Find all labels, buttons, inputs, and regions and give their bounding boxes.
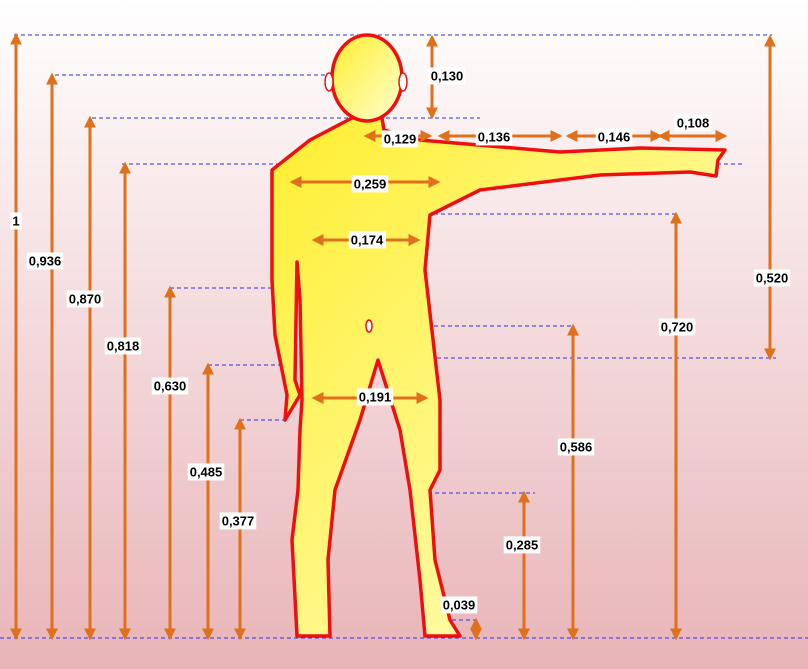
measure-label: 0,377 <box>222 513 255 528</box>
label-box <box>219 512 257 530</box>
measure-label: 0,485 <box>190 464 223 479</box>
measure-label: 0,630 <box>154 378 187 393</box>
label-box <box>348 231 387 249</box>
label-box <box>356 388 394 406</box>
measure-label: 0,146 <box>598 129 631 144</box>
label-box <box>10 212 22 230</box>
measure-label: 0,174 <box>351 232 384 247</box>
measure-label: 0,720 <box>661 319 694 334</box>
label-box <box>753 269 791 287</box>
measure-label: 0,520 <box>756 270 789 285</box>
label-box <box>26 252 64 270</box>
label-box <box>595 128 633 146</box>
label-box <box>440 596 478 614</box>
label-box <box>428 67 466 85</box>
measure-label: 1 <box>12 213 19 228</box>
measure-label: 0,259 <box>354 176 387 191</box>
label-box <box>151 377 189 395</box>
label-box <box>187 463 225 481</box>
measure-label: 0,818 <box>107 338 140 353</box>
measure-label: 0,191 <box>359 389 392 404</box>
label-box <box>658 318 696 336</box>
measure-label: 0,936 <box>29 253 62 268</box>
measure-label: 0,136 <box>478 129 511 144</box>
label-box <box>104 337 142 355</box>
labels: 1 0,936 0,870 0,818 0,630 0,485 0,377 0,586 0,72… <box>10 67 791 614</box>
label-box <box>66 290 104 308</box>
measure-label: 0,108 <box>677 115 710 130</box>
label-box <box>475 128 513 146</box>
label-box <box>503 536 541 554</box>
label-box <box>674 114 712 132</box>
label-box <box>557 438 595 456</box>
measure-label: 0,285 <box>506 537 539 552</box>
measure-label: 0,129 <box>384 131 417 146</box>
measure-label: 0,039 <box>443 597 476 612</box>
measure-label: 0,586 <box>560 439 593 454</box>
label-box <box>381 130 419 148</box>
measure-label: 0,130 <box>431 68 464 83</box>
measure-label: 0,870 <box>69 291 102 306</box>
label-box <box>351 175 389 193</box>
